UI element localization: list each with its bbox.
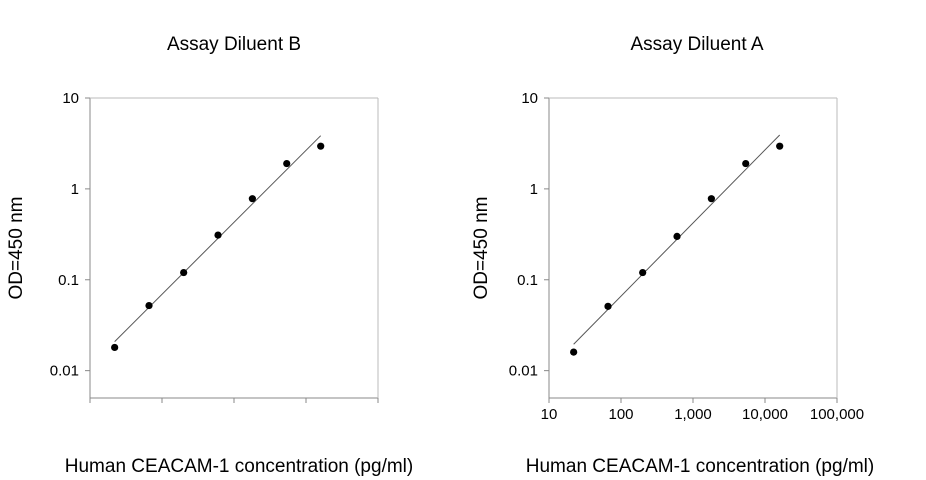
chart-2-data-point bbox=[742, 159, 750, 168]
chart-2-data-point bbox=[639, 268, 647, 277]
chart-1-data-point bbox=[145, 301, 153, 310]
chart-2-data-point bbox=[604, 302, 612, 310]
chart-2-x-tick-label: 100 bbox=[608, 406, 633, 423]
chart-1-y-tick-label: 0.01 bbox=[50, 363, 79, 380]
chart-2-y-tick-label: 0.1 bbox=[517, 272, 538, 289]
chart-1-data-point bbox=[180, 268, 188, 277]
chart-1-y-tick-label: 10 bbox=[62, 90, 79, 107]
chart-2-x-tick-label: 100,000 bbox=[810, 406, 864, 423]
chart-2-x-axis-label: Human CEACAM-1 concentration (pg/ml) bbox=[526, 456, 874, 477]
chart-1-data-point bbox=[283, 159, 291, 168]
chart-2-data-point bbox=[570, 348, 578, 356]
chart-1-data-point bbox=[317, 142, 325, 150]
chart-2-title: Assay Diluent A bbox=[630, 34, 763, 55]
chart-2-x-tick-label: 10 bbox=[541, 406, 558, 423]
chart-2-data-point bbox=[776, 142, 784, 150]
chart-1-y-axis-label: OD=450 nm bbox=[6, 197, 27, 300]
chart-2-data-point bbox=[673, 232, 681, 241]
chart-2-y-tick-label: 10 bbox=[521, 90, 538, 107]
chart-2-y-tick-label: 0.01 bbox=[509, 363, 538, 380]
chart-2-x-tick-label: 1,000 bbox=[674, 406, 712, 423]
chart-2-data-point bbox=[707, 195, 715, 203]
chart-2-x-tick-label: 10,000 bbox=[742, 406, 788, 423]
chart-1-data-point bbox=[248, 195, 256, 203]
chart-1-y-tick-label: 1 bbox=[71, 181, 79, 198]
chart-1-y-tick-label: 0.1 bbox=[58, 272, 79, 289]
chart-1-title: Assay Diluent B bbox=[167, 34, 301, 55]
chart-1-x-axis-label: Human CEACAM-1 concentration (pg/ml) bbox=[65, 456, 413, 477]
chart-1-data-point bbox=[111, 343, 119, 352]
chart-1-data-point bbox=[214, 231, 222, 239]
chart-2-y-axis-label: OD=450 nm bbox=[471, 197, 492, 300]
chart-2-y-tick-label: 1 bbox=[530, 181, 538, 198]
